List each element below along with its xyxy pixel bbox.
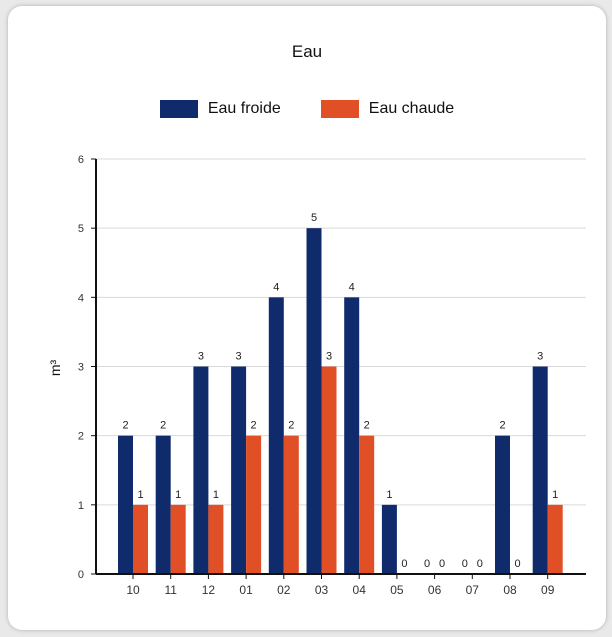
x-tick-label: 10 [126, 583, 140, 597]
data-label-eau-chaude: 1 [213, 489, 219, 501]
x-tick-label: 05 [390, 583, 404, 597]
data-label-eau-chaude: 2 [251, 420, 257, 432]
data-label-eau-chaude: 1 [552, 489, 558, 501]
data-label-eau-froide: 4 [273, 281, 279, 293]
legend-item-eau-chaude: Eau chaude [320, 100, 455, 118]
data-label-eau-chaude: 3 [326, 351, 332, 363]
data-label-eau-froide: 3 [198, 351, 204, 363]
data-label-eau-froide: 3 [537, 351, 543, 363]
x-tick-label: 01 [239, 583, 253, 597]
bar-eau-chaude [321, 366, 337, 574]
bar-eau-chaude [283, 435, 299, 574]
data-label-eau-chaude: 0 [439, 558, 445, 570]
x-tick-label: 08 [503, 583, 517, 597]
legend-swatch-eau-chaude [320, 100, 359, 118]
data-label-eau-froide: 2 [160, 420, 166, 432]
y-tick-label: 0 [78, 569, 84, 581]
bar-eau-chaude [359, 435, 375, 574]
legend-swatch-eau-froide [159, 100, 198, 118]
data-label-eau-chaude: 0 [477, 558, 483, 570]
bar-eau-froide [344, 297, 360, 574]
data-label-eau-froide: 4 [349, 281, 355, 293]
data-label-eau-froide: 3 [236, 351, 242, 363]
chart-title: Eau [291, 42, 323, 61]
bar-eau-chaude [133, 504, 148, 574]
data-label-eau-froide: 0 [424, 558, 430, 570]
bar-eau-froide [118, 435, 133, 574]
x-tick-label: 02 [277, 583, 291, 597]
y-tick-label: 1 [78, 500, 84, 512]
bar-eau-froide [155, 435, 171, 574]
data-label-eau-chaude: 1 [137, 489, 143, 501]
y-tick-label: 5 [78, 223, 84, 235]
legend-item-eau-froide: Eau froide [159, 100, 281, 118]
x-tick-label: 11 [164, 583, 177, 597]
data-label-eau-froide: 1 [386, 489, 392, 501]
bar-eau-chaude [547, 504, 563, 574]
bar-eau-froide [495, 435, 510, 574]
data-label-eau-chaude: 2 [364, 420, 370, 432]
y-tick-label: 6 [78, 154, 84, 166]
bar-eau-froide [381, 504, 397, 574]
y-tick-labels: 0 1 2 3 4 5 6 [78, 154, 96, 581]
bar-eau-froide [306, 228, 322, 574]
data-label-eau-froide: 2 [499, 420, 505, 432]
data-label-eau-chaude: 2 [288, 420, 294, 432]
x-tick-label: 03 [315, 583, 329, 597]
legend-label-eau-froide: Eau froide [207, 100, 281, 117]
data-label-eau-chaude: 0 [514, 558, 520, 570]
chart-legend: Eau froide Eau chaude [8, 100, 606, 118]
bar-eau-froide [231, 366, 247, 574]
bar-eau-froide [268, 297, 284, 574]
data-label-eau-froide: 5 [311, 212, 317, 224]
y-tick-label: 4 [78, 292, 84, 304]
bar-eau-chaude [208, 504, 224, 574]
x-tick-label: 06 [428, 583, 442, 597]
y-axis-label: m³ [47, 360, 63, 377]
data-label-eau-chaude: 1 [175, 489, 181, 501]
x-tick-label: 07 [466, 583, 480, 597]
x-tick-label: 12 [202, 583, 216, 597]
bar-eau-chaude [170, 504, 186, 574]
bar-eau-froide [532, 366, 548, 574]
bar-eau-froide [193, 366, 209, 574]
x-tick-label: 09 [541, 583, 555, 597]
data-label-eau-froide: 2 [122, 420, 128, 432]
y-tick-label: 3 [78, 362, 84, 374]
bar-eau-chaude [246, 435, 262, 574]
x-tick-labels: 10 11 12 01 02 03 04 05 06 07 08 09 [126, 574, 555, 597]
y-tick-label: 2 [78, 431, 84, 443]
x-tick-label: 04 [353, 583, 367, 597]
data-label-eau-froide: 0 [462, 558, 468, 570]
data-label-eau-chaude: 0 [401, 558, 407, 570]
legend-label-eau-chaude: Eau chaude [368, 100, 455, 117]
bars [118, 228, 563, 574]
